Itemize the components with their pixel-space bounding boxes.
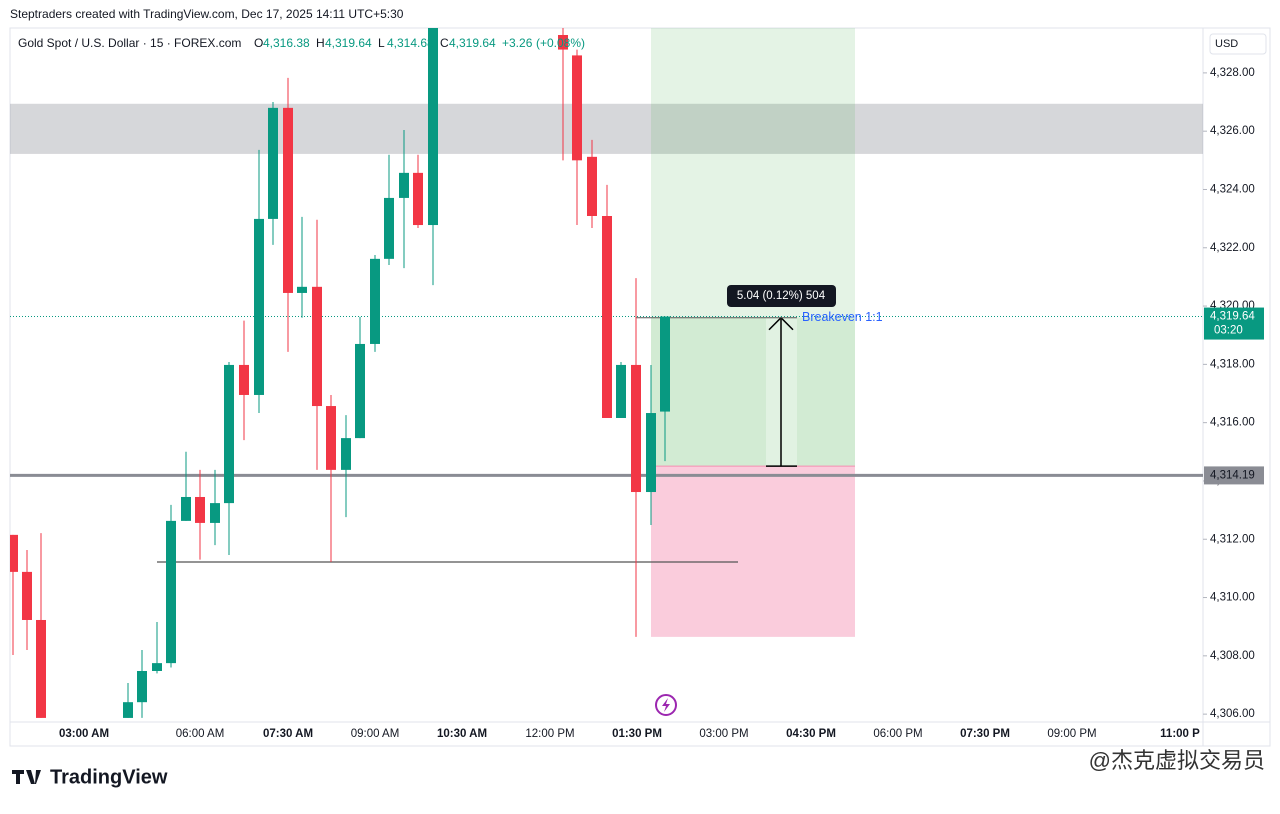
ohlc-value: 4,316.38 [263,36,310,50]
breakeven-label: Breakeven 1:1 [802,310,883,324]
currency: USD [1215,38,1238,50]
chart-title: Gold Spot / U.S. Dollar · 15 · FOREX.com [18,36,241,50]
candle-body [210,503,220,523]
x-tick-label: 09:00 AM [351,728,400,740]
y-tick-label: 4,326.00 [1210,125,1255,137]
y-tick-label: 4,308.00 [1210,650,1255,662]
ohlc-value: 4,319.64 [449,36,496,50]
candle-body [384,197,394,259]
last-price-box [1204,307,1264,340]
y-tick-label: 4,316.00 [1210,417,1255,429]
y-tick-label: 4,328.00 [1210,67,1255,79]
ohlc-name: L [378,36,385,50]
candle-body [224,364,234,504]
ohlc-name: C [440,36,449,50]
y-tick-label: 4,306.00 [1210,708,1255,720]
brand-logo [12,770,41,784]
candle-body [631,364,641,493]
x-tick-label: 09:00 PM [1047,728,1096,740]
x-tick-label: 03:00 AM [59,728,109,740]
ohlc-value: 4,314.68 [387,36,434,50]
candle-body [123,702,133,718]
y-tick-label: 4,318.00 [1210,358,1255,370]
candle-body [268,107,278,219]
candle-body [312,286,322,407]
x-tick-label: 06:00 PM [873,728,922,740]
y-tick-label: 4,322.00 [1210,242,1255,254]
candle-body [254,218,264,395]
candle-body [10,534,18,572]
x-tick-label: 01:30 PM [612,728,662,740]
brand: TradingView [50,766,168,788]
candle-body [181,496,191,521]
lightning-icon[interactable] [655,694,677,716]
candle-body [370,258,380,344]
candle-body [355,343,365,439]
x-tick-label: 06:00 AM [176,728,225,740]
x-tick-label: 12:00 PM [525,728,574,740]
plot-area [10,28,1203,718]
countdown: 03:20 [1214,325,1243,337]
x-tick-label: 03:00 PM [699,728,748,740]
y-tick-label: 4,324.00 [1210,184,1255,196]
candle-body [616,364,626,418]
x-tick-label: 11:00 P [1160,728,1200,740]
resistance-zone [10,103,1203,154]
x-tick-label: 07:30 PM [960,728,1010,740]
candle-body [646,413,656,493]
candle-body [152,663,162,671]
x-tick-label: 07:30 AM [263,728,313,740]
change-pct: (+0.08%) [536,36,585,50]
loss-zone [651,466,855,637]
watermark: @杰克虚拟交易员 [1089,748,1265,773]
currency-box[interactable] [1209,33,1267,55]
candle-body [572,55,582,161]
candle-body [239,364,249,395]
candle-body [195,496,205,523]
ohlc-name: O [254,36,263,50]
candle-body [283,107,293,293]
measure-label: 5.04 (0.12%) 504 [737,290,826,302]
candle-body [22,571,32,620]
y-tick-label: 4,312.00 [1210,533,1255,545]
ohlc-value: 4,319.64 [325,36,372,50]
candle-body [587,156,597,217]
profit-zone [651,317,855,467]
candle-body [602,216,612,418]
level-label-box [1204,466,1264,485]
x-tick-label: 04:30 PM [786,728,836,740]
candle-body [341,438,351,470]
level-label: 4,314.19 [1210,469,1255,481]
credit: Steptraders created with TradingView.com… [10,7,404,21]
change: +3.26 [502,36,533,50]
last-price-label: 4,319.64 [1210,311,1255,323]
candle-body [297,286,307,293]
candle-body [428,28,438,226]
y-tick-label: 4,310.00 [1210,592,1255,604]
candle-body [399,172,409,198]
candle-body [326,406,336,470]
x-tick-label: 10:30 AM [437,728,487,740]
candle-body [137,670,147,703]
candle-body [558,34,568,50]
candle-body [660,316,670,412]
candle-body [166,520,176,664]
candle-body [413,172,423,226]
target-extension [651,28,855,318]
measure-box [727,285,836,307]
ohlc-name: H [316,36,325,50]
candle-body [36,619,46,718]
